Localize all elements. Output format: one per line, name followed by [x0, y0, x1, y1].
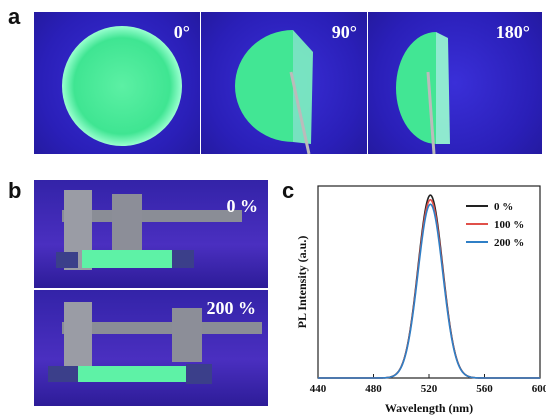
photo-disk-0deg: 0°	[34, 12, 200, 154]
x-tick-label: 560	[476, 383, 493, 395]
film-folded-90-illustration	[235, 30, 313, 154]
panel-label-b: b	[8, 178, 22, 203]
photo-strain-0: 0 %	[34, 180, 268, 288]
x-tick-label: 440	[310, 383, 327, 395]
angle-label-0: 0°	[173, 22, 190, 42]
strain-label-200: 200 %	[206, 298, 257, 318]
legend-label-2: 200 %	[494, 237, 524, 249]
pl-spectrum-chart: 440 480 520 560 600 0 % 100 % 200 % Wavelength…	[295, 185, 546, 415]
series-line-2	[318, 203, 540, 379]
x-tick-label: 520	[421, 383, 438, 395]
legend-label-1: 100 %	[494, 219, 524, 231]
strain-label-0: 0 %	[226, 196, 259, 216]
angle-label-180: 180°	[495, 22, 530, 42]
film-disk-illustration	[62, 26, 182, 146]
panel-label-a: a	[8, 4, 21, 29]
film-folded-180-illustration	[396, 32, 450, 154]
photo-disk-90deg: 90°	[201, 12, 367, 154]
photo-strain-200: 200 %	[34, 290, 268, 406]
caliper-illustration-200	[48, 302, 262, 384]
caliper-illustration-0	[56, 190, 242, 270]
x-axis-label: Wavelength (nm)	[385, 401, 473, 415]
plot-frame	[317, 185, 541, 379]
x-tick-label: 600	[532, 383, 546, 395]
photo-disk-180deg: 180°	[368, 12, 542, 154]
legend-label-0: 0 %	[494, 201, 513, 213]
x-tick-label: 480	[365, 383, 382, 395]
angle-label-90: 90°	[331, 22, 357, 42]
panel-label-c: c	[282, 178, 295, 203]
y-axis-label: PL Intensity (a.u.)	[295, 236, 309, 329]
